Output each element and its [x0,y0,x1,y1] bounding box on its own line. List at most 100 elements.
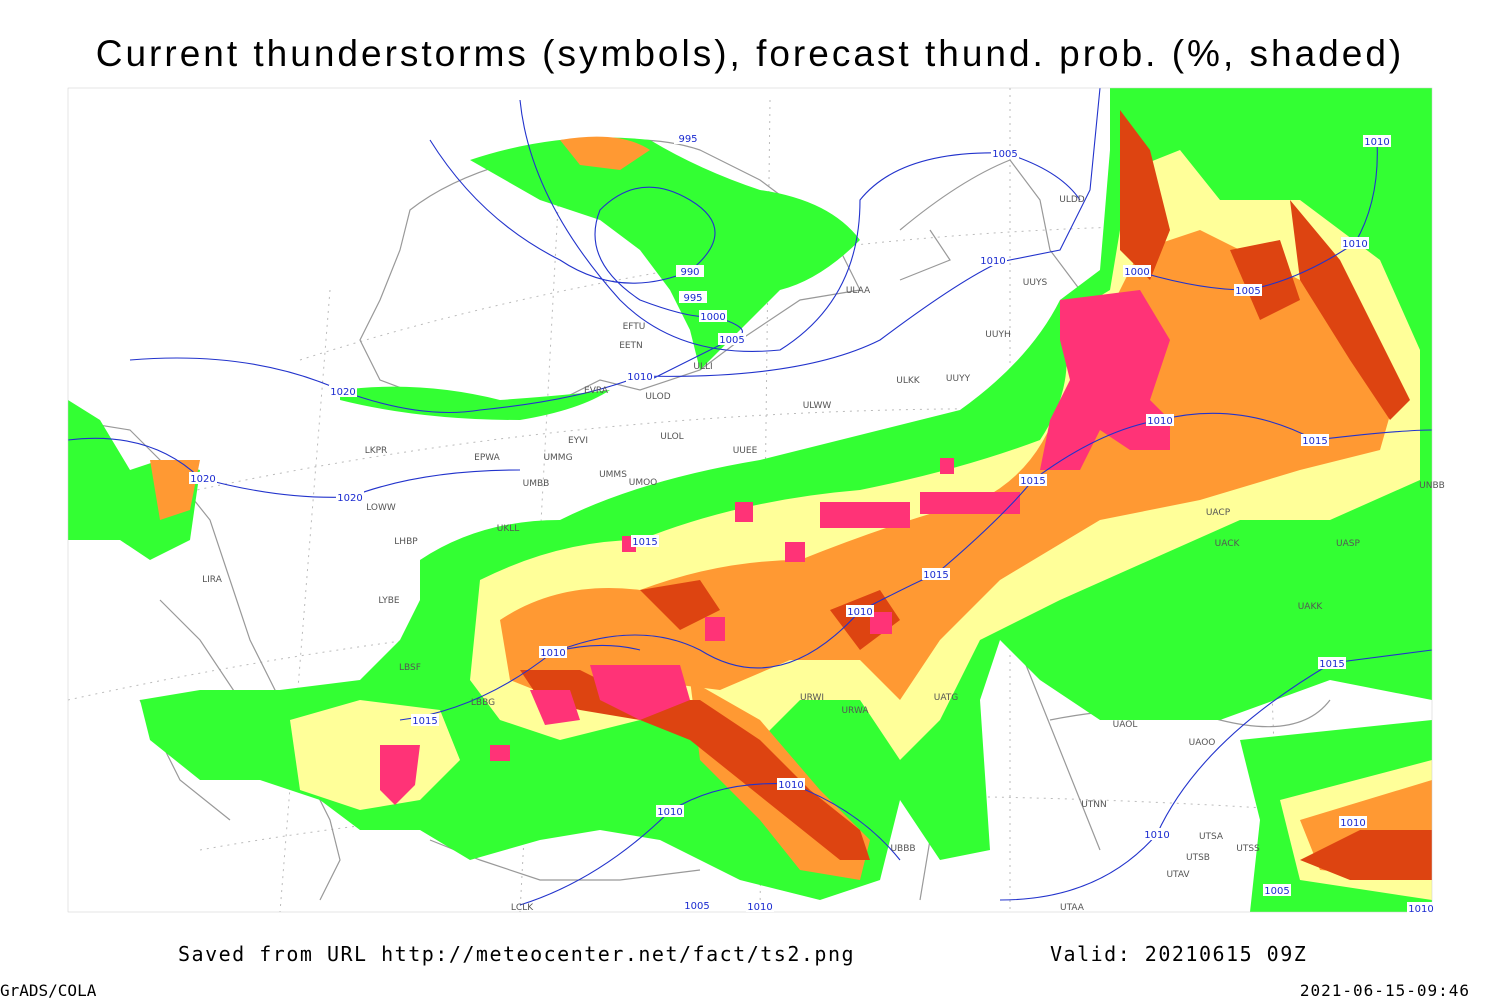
map-labels: ULDD ULAA UUYS UUYH EFTU EETN ULLI ULKK UUYY EVRA… [189,132,1445,915]
isobar-label-bg [676,265,704,277]
isobar-label-bg [718,333,746,345]
isobar-label: 1000 [1124,267,1149,278]
isobar-label-bg [1341,237,1369,249]
station-code: UKLL [497,524,520,534]
isobar-label-bg [1301,434,1329,446]
isobar-label: 1010 [1342,239,1367,250]
station-code: UMBB [523,479,550,489]
isobar-label-bg [846,605,874,617]
station-code: LOWW [366,503,396,513]
isobar-label-bg [411,714,439,726]
station-code: UNBB [1419,481,1445,491]
isobar-label-bg [189,472,217,484]
station-code: UUYS [1023,278,1048,288]
station-code: LYBE [378,596,399,606]
isobar-label: 995 [683,293,702,304]
isobar-label-bg [539,646,567,658]
station-code: UAOO [1189,738,1216,748]
station-code: UUYH [985,330,1010,340]
isobar-label-bg [1318,657,1346,669]
isobar-label-bg [746,900,774,912]
isobar-label-bg [1263,884,1291,896]
station-code: UBBB [890,844,915,854]
isobar-label: 1010 [627,372,652,383]
station-code: URWI [800,693,824,703]
source-url: Saved from URL http://meteocenter.net/fa… [178,942,855,966]
isobar-label: 1015 [923,570,948,581]
station-code: UAKK [1298,602,1324,612]
isobar-label: 1010 [1340,818,1365,829]
isobar-label: 1010 [747,902,772,913]
isobar-label-bg [329,385,357,397]
isobar-label: 1020 [337,493,362,504]
isobar-label-bg [336,491,364,503]
isobar-label-bg [777,778,805,790]
isobar-label: 1005 [992,149,1017,160]
title: Current thunderstorms (symbols), forecas… [96,33,1404,74]
station-code: ULOD [645,392,670,402]
isobar-label: 1010 [847,607,872,618]
station-code: UUEE [733,446,758,456]
isobar-label: 1000 [700,312,725,323]
station-code: LBSF [399,663,421,673]
station-code: UACK [1215,539,1241,549]
station-code: ULKK [896,376,921,386]
station-code: LBBG [471,698,495,708]
isobar-label: 1010 [778,780,803,791]
isobar-label: 1010 [657,807,682,818]
isobar-label-bg [1363,135,1391,147]
isobar-label: 1015 [412,716,437,727]
station-code: UTNN [1081,800,1107,810]
isobar-label-bg [656,805,684,817]
station-code: ULAA [846,286,871,296]
isobar-label: 995 [678,134,697,145]
isobar-label-bg [1143,828,1171,840]
station-code: UATG [934,693,959,703]
station-code: ULDD [1059,195,1085,205]
station-code: EYVI [568,436,588,446]
isobar-label: 1005 [719,335,744,346]
isobar-label-bg [626,370,654,382]
isobar-label-bg [631,535,659,547]
station-code: UACP [1206,508,1231,518]
isobar-label-bg [1019,474,1047,486]
station-code: UAOL [1113,720,1138,730]
isobar-label: 1015 [1319,659,1344,670]
isobar-label-bg [1339,816,1367,828]
map: ULDD ULAA UUYS UUYH EFTU EETN ULLI ULKK UUYY EVRA… [67,87,1445,915]
prob-max [520,110,1432,880]
isobar-label: 1010 [540,648,565,659]
isobar-label-bg [1123,265,1151,277]
software: GrADS/COLA [0,981,97,1000]
isobar-label: 1015 [632,537,657,548]
station-code: LKPR [365,446,388,456]
station-code: UUYY [946,374,971,384]
station-code: LCLK [511,903,534,913]
isobar-label: 990 [680,267,699,278]
isobar-label-bg [679,291,707,303]
isobar-label: 1010 [1144,830,1169,841]
station-code: ULWW [803,401,832,411]
station-code: UMOO [629,478,658,488]
station-code: LIRA [202,575,223,585]
isobar-label: 1015 [1020,476,1045,487]
station-code: UMMS [599,470,627,480]
station-code: UTSS [1236,844,1260,854]
isobar-label-bg [1407,902,1435,914]
station-code: ULLI [693,362,712,372]
station-code: ULOL [660,432,683,442]
station-code: UASP [1336,539,1360,549]
station-code: EVRA [584,386,609,396]
isobar-label: 1010 [1408,904,1433,915]
station-code: UTAV [1166,870,1190,880]
isobar-label: 1020 [190,474,215,485]
isobar-label: 1010 [980,256,1005,267]
station-code: URWA [841,706,869,716]
station-code: EFTU [623,322,646,332]
isobar-label: 1010 [1364,137,1389,148]
station-code: LHBP [394,537,418,547]
isobar-label-bg [991,147,1019,159]
valid-time: Valid: 20210615 09Z [1050,942,1307,966]
isobar-label-bg [1234,284,1262,296]
